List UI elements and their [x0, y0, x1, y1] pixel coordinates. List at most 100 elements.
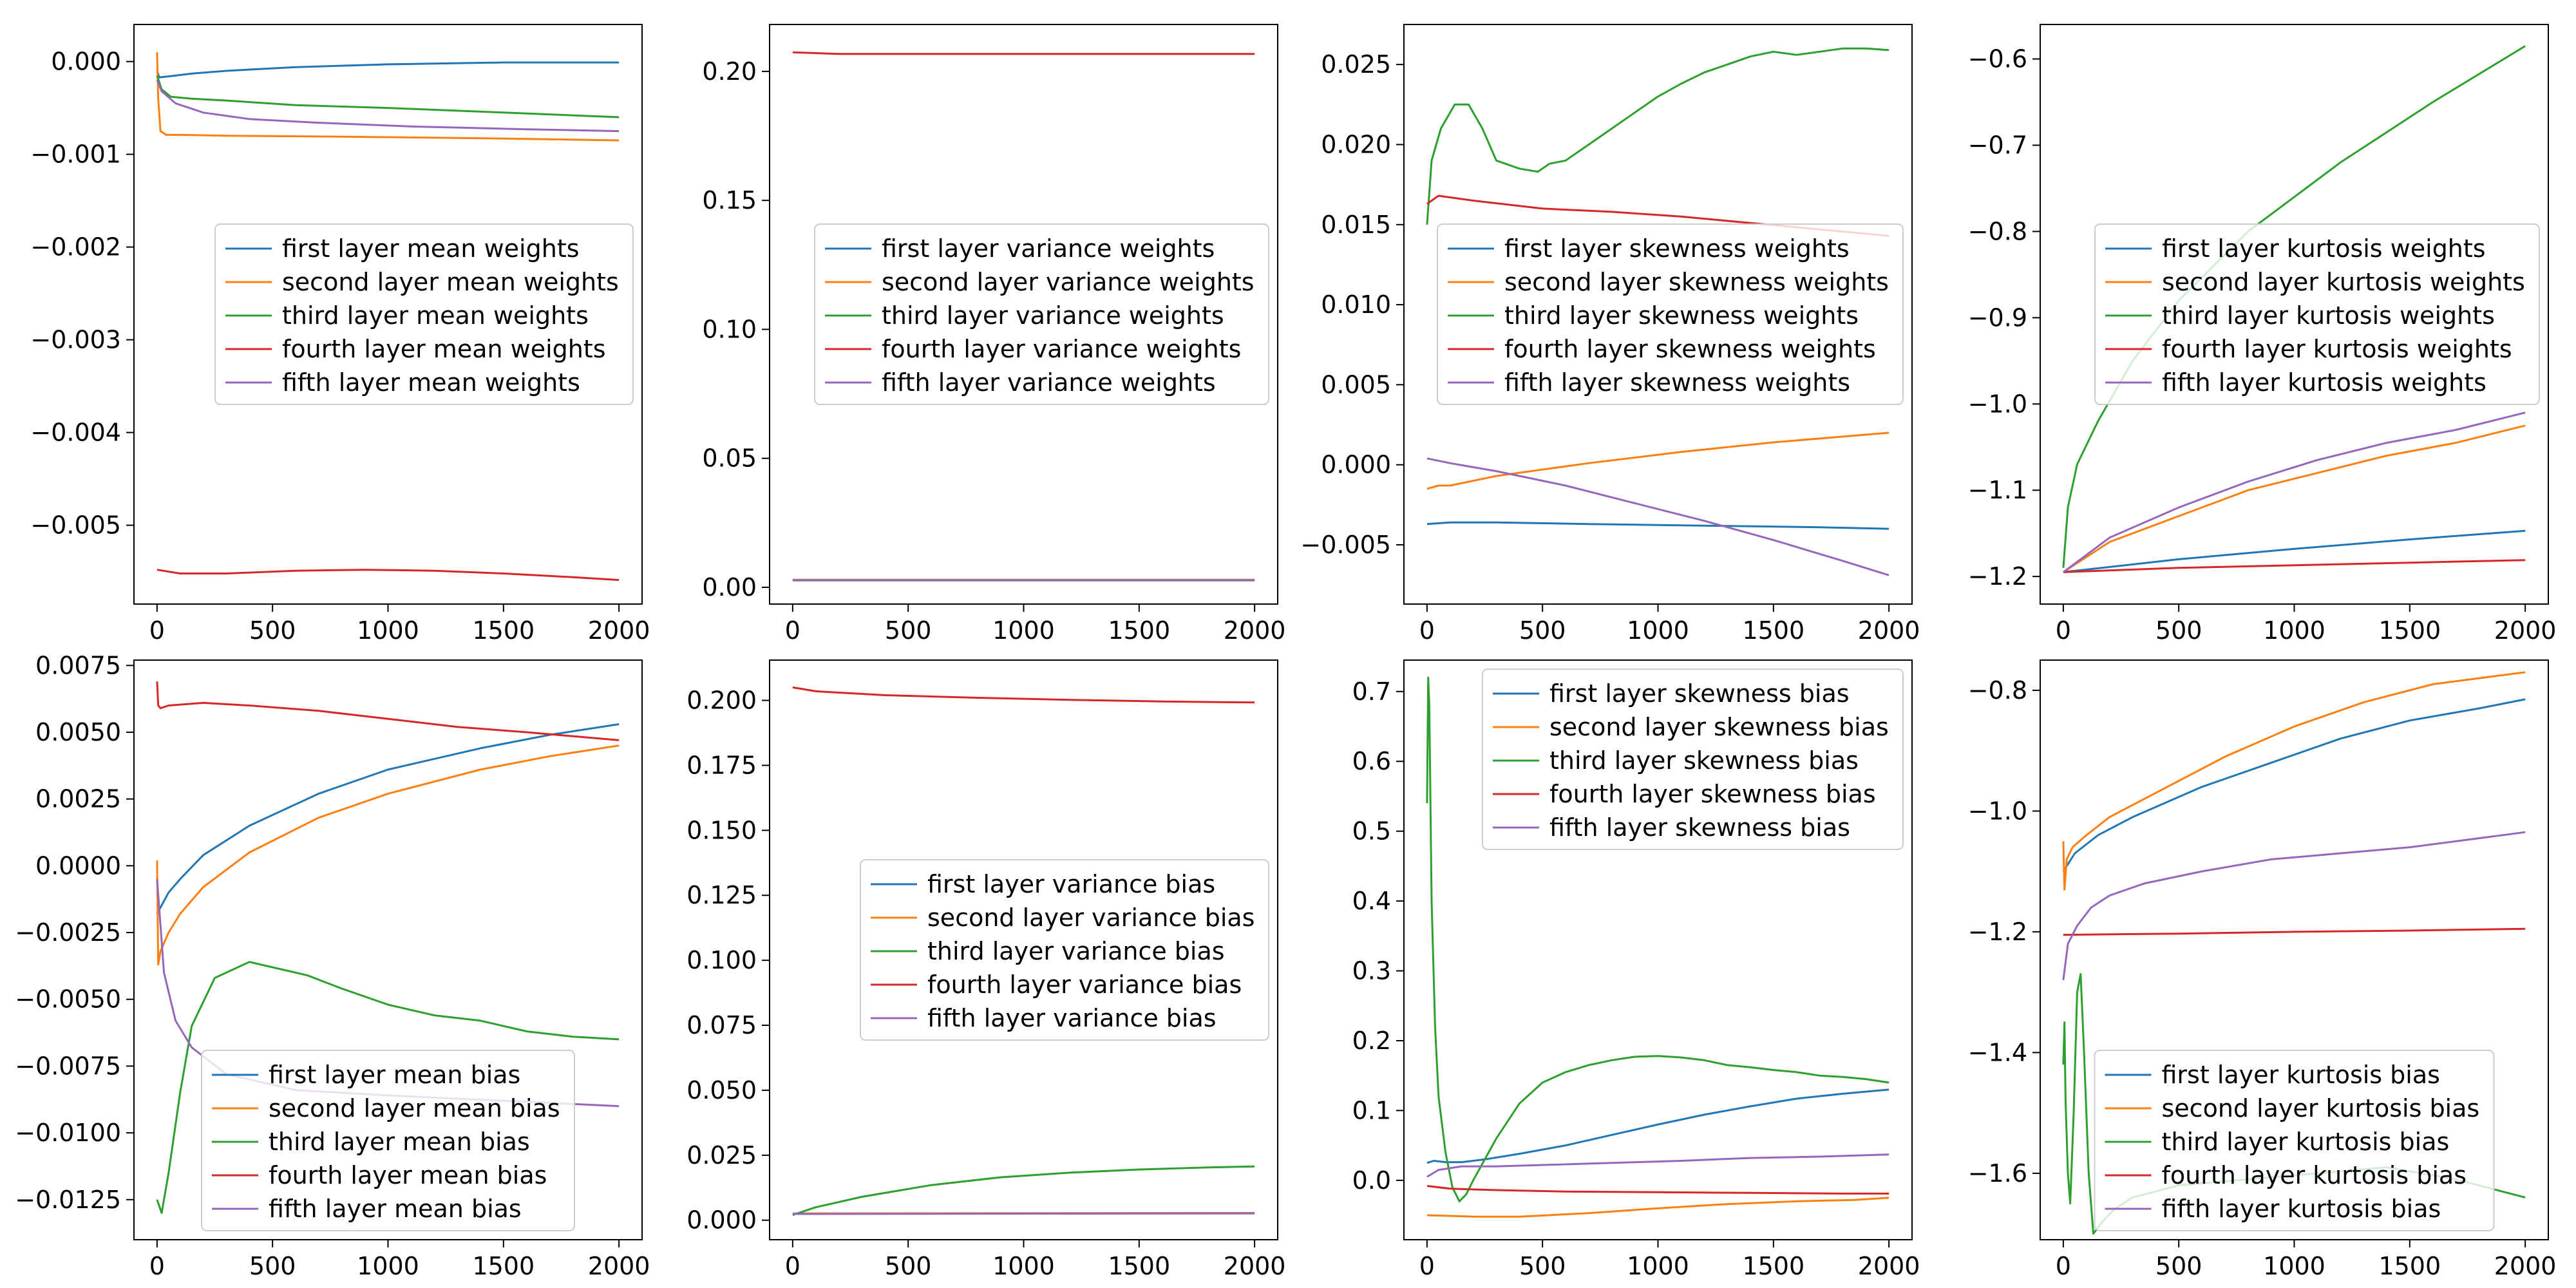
y-tick-label: 0.10 — [702, 315, 757, 343]
x-tick-label: 2000 — [2494, 1252, 2557, 1280]
chart-panel-3: 0 500 1000 1500 2000 −0.005 0.000 0.005 0.010 0.0… — [1300, 24, 1920, 645]
legend-label: fourth layer kurtosis bias — [2162, 1161, 2467, 1189]
x-tick-label: 500 — [885, 1252, 932, 1280]
series-line-2 — [156, 744, 620, 966]
x-tick-label: 500 — [2155, 1252, 2202, 1280]
y-tick-label: −0.005 — [30, 511, 121, 540]
legend: first layer kurtosis weights second layer… — [2094, 223, 2540, 405]
x-tick-label: 0 — [149, 616, 165, 645]
x-tick-label: 0 — [149, 1252, 165, 1280]
y-tick-label: −1.1 — [1968, 476, 2027, 504]
legend: first layer skewness bias second layer sk… — [1482, 668, 1904, 850]
y-tick-label: −0.0050 — [15, 985, 121, 1014]
series-line-4 — [792, 686, 1255, 704]
legend-label: fourth layer skewness bias — [1549, 780, 1876, 808]
legend-label: first layer skewness bias — [1549, 679, 1850, 708]
x-tick-label: 2000 — [2494, 616, 2557, 645]
y-tick-label: 0.0050 — [35, 718, 121, 746]
x-tick-label: 500 — [1519, 1252, 1566, 1280]
series-line-4 — [2063, 559, 2526, 573]
legend-box — [860, 859, 1269, 1041]
x-tick-label: 0 — [1419, 1252, 1435, 1280]
x-tick-label: 1500 — [1108, 1252, 1170, 1280]
legend-label: second layer kurtosis bias — [2162, 1094, 2480, 1122]
legend-box — [1437, 223, 1904, 405]
y-tick-label: 0.150 — [687, 816, 757, 844]
legend-label: first layer kurtosis weights — [2162, 234, 2486, 263]
y-tick-label: 0.3 — [1352, 957, 1391, 985]
y-tick-label: 0.015 — [1321, 211, 1391, 239]
x-tick-label: 1000 — [2263, 1252, 2325, 1280]
series-line-4 — [156, 681, 620, 741]
legend-label: fourth layer skewness weights — [1504, 335, 1876, 363]
legend-label: fifth layer skewness bias — [1549, 813, 1850, 842]
y-tick-label: −1.6 — [1968, 1159, 2027, 1188]
legend-label: third layer variance bias — [927, 937, 1225, 965]
chart-panel-2: 0 500 1000 1500 2000 0.00 0.05 0.10 0.15 0.20 firs… — [702, 24, 1285, 645]
legend-label: third layer variance weights — [882, 301, 1224, 330]
legend-label: third layer kurtosis bias — [2162, 1128, 2450, 1156]
y-tick-label: −0.0125 — [15, 1186, 121, 1214]
series-line-1 — [1426, 521, 1889, 530]
y-tick-label: −1.4 — [1968, 1038, 2027, 1066]
y-tick-label: 0.200 — [687, 687, 757, 715]
y-tick-label: 0.020 — [1321, 130, 1391, 158]
y-tick-label: 0.1 — [1352, 1096, 1391, 1124]
series-line-2 — [1426, 431, 1889, 490]
chart-panel-6: 0 500 1000 1500 2000 0.000 0.025 0.050 0.075 0.10… — [687, 659, 1285, 1280]
y-tick-label: −0.0075 — [15, 1052, 121, 1080]
y-tick-label: −0.002 — [30, 233, 121, 261]
legend-box — [201, 1050, 575, 1231]
x-tick-label: 2000 — [1224, 616, 1286, 645]
legend-label: first layer mean weights — [282, 234, 580, 263]
x-tick-label: 2000 — [1858, 1252, 1920, 1280]
x-tick-label: 500 — [1519, 616, 1566, 645]
series-line-5 — [156, 79, 620, 133]
y-tick-label: 0.050 — [687, 1076, 757, 1104]
x-tick-label: 0 — [2056, 616, 2071, 645]
legend-label: third layer skewness bias — [1549, 746, 1859, 775]
legend-label: third layer mean weights — [282, 301, 589, 330]
y-tick-label: 0.7 — [1352, 677, 1391, 706]
legend-label: fourth layer kurtosis weights — [2162, 335, 2512, 363]
y-tick-label: 0.000 — [687, 1206, 757, 1235]
y-tick-label: −1.2 — [1968, 562, 2027, 591]
legend: first layer kurtosis bias second layer ku… — [2094, 1050, 2495, 1231]
y-tick-label: 0.005 — [1321, 370, 1391, 399]
legend: first layer skewness weights second layer… — [1437, 223, 1904, 405]
y-tick-label: 0.000 — [51, 48, 121, 76]
series-line-4 — [2063, 927, 2526, 936]
series-line-1 — [156, 723, 620, 914]
y-tick-label: 0.010 — [1321, 290, 1391, 319]
legend-box — [814, 223, 1269, 405]
legend-box — [1482, 668, 1904, 850]
x-tick-label: 500 — [249, 1252, 296, 1280]
legend-label: fifth layer mean bias — [269, 1195, 522, 1223]
legend-label: fifth layer skewness weights — [1504, 368, 1850, 397]
y-tick-label: −0.8 — [1968, 676, 2027, 705]
legend-box — [214, 223, 634, 405]
x-tick-label: 500 — [2155, 616, 2202, 645]
series-line-1 — [156, 61, 620, 79]
legend-box — [2094, 1050, 2495, 1231]
x-tick-label: 1500 — [1108, 616, 1170, 645]
legend-label: second layer variance weights — [882, 268, 1255, 296]
x-tick-label: 1500 — [1742, 1252, 1804, 1280]
x-tick-label: 1000 — [1627, 616, 1689, 645]
chart-panel-1: 0 500 1000 1500 2000 −0.005 −0.004 −0.003 −0.002… — [30, 24, 650, 645]
series-line-2 — [156, 52, 620, 142]
legend-label: second layer skewness bias — [1549, 713, 1889, 741]
legend-label: fourth layer variance weights — [882, 335, 1241, 363]
x-tick-label: 2000 — [588, 616, 650, 645]
series-line-3 — [156, 961, 620, 1214]
legend-box — [2094, 223, 2540, 405]
legend-label: fifth layer mean weights — [282, 368, 580, 397]
legend-label: second layer mean weights — [282, 268, 619, 296]
legend-label: fifth layer variance bias — [927, 1004, 1217, 1032]
x-tick-label: 500 — [885, 616, 932, 645]
series-line-4 — [792, 51, 1255, 55]
legend-label: second layer kurtosis weights — [2162, 268, 2525, 296]
legend: first layer variance weights second layer… — [814, 223, 1269, 405]
x-tick-label: 1500 — [2378, 1252, 2441, 1280]
series-line-5 — [792, 1212, 1255, 1215]
